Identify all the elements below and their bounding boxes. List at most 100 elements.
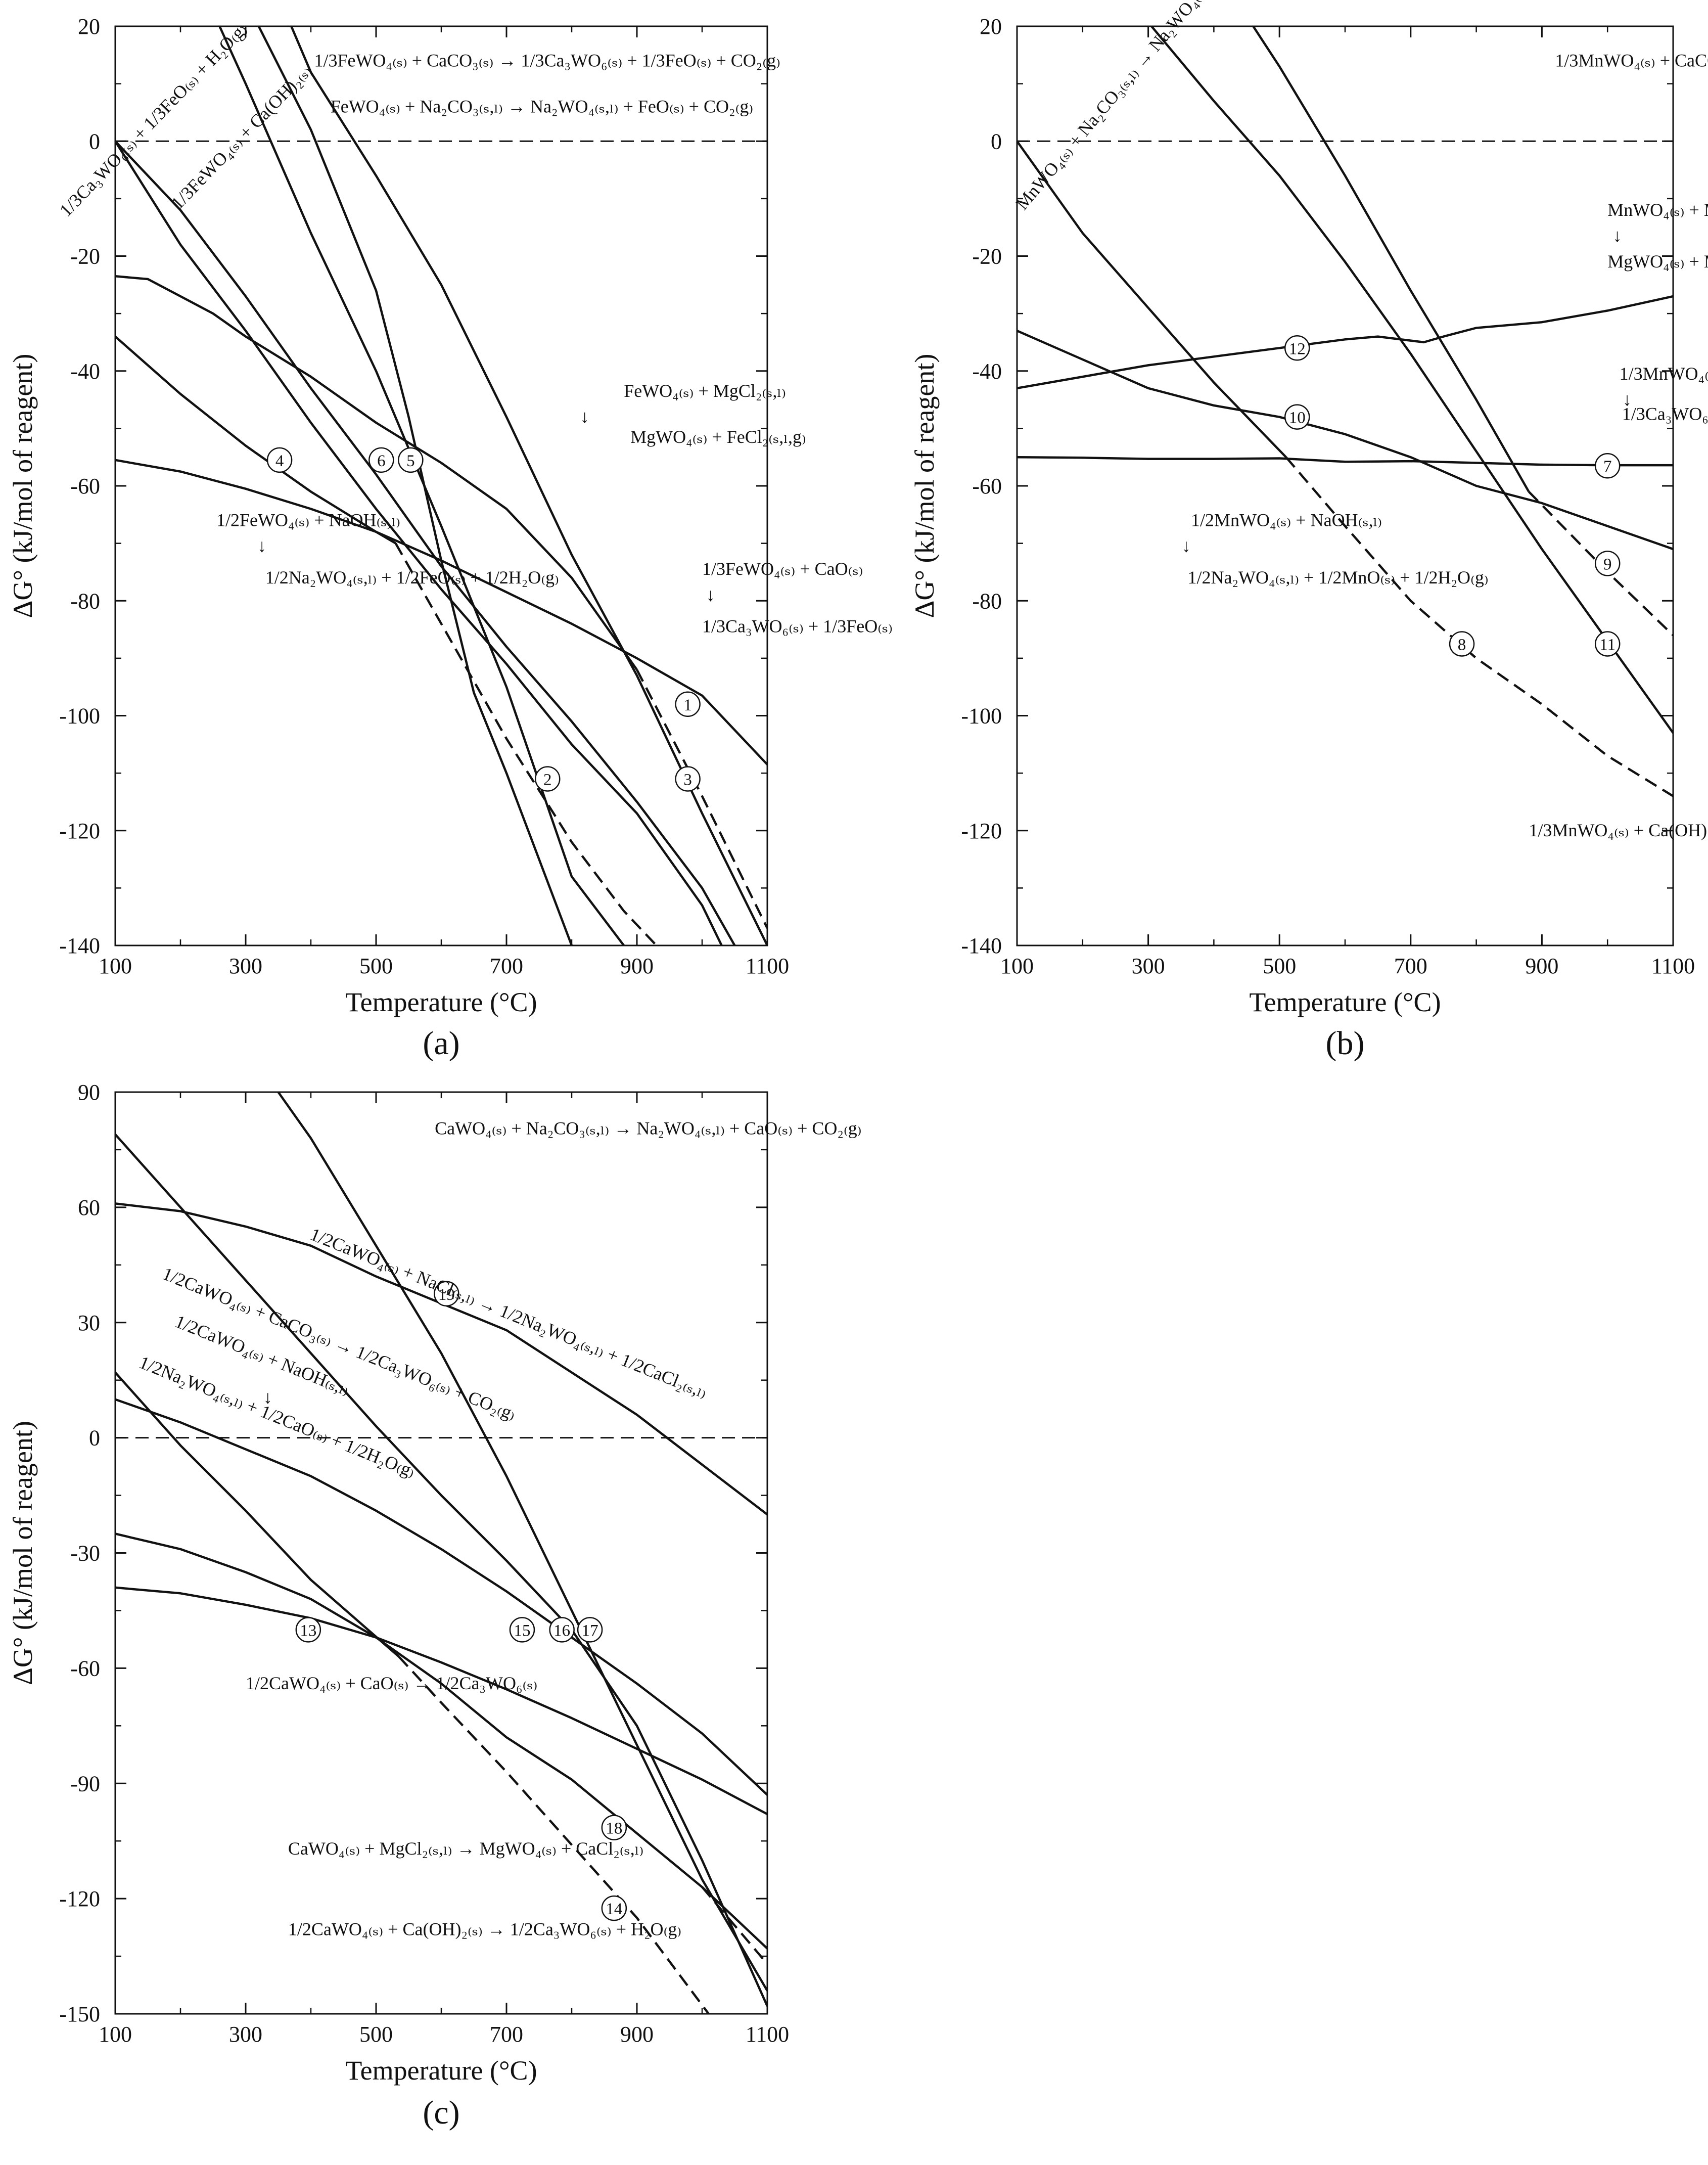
- reaction-annotation-c: 1/2CaWO₄₍ₛ₎ + Ca(OH)₂₍ₛ₎ → 1/2Ca₃WO₆₍ₛ₎ …: [288, 1919, 681, 1939]
- x-tick-label: 100: [99, 2022, 132, 2047]
- curve-marker-label: 14: [606, 1900, 622, 1918]
- series-line-a-3: [115, 275, 638, 670]
- curve-marker-label: 6: [377, 452, 386, 470]
- x-tick-label: 100: [1000, 954, 1034, 978]
- y-tick-label: -80: [972, 589, 1002, 613]
- y-tick-label: -150: [59, 2002, 100, 2026]
- reaction-annotation-a: ↓: [580, 407, 589, 427]
- reaction-annotation-b: MnWO₄₍ₛ₎ + MgCl₂₍ₛ,ₗ₎: [1607, 200, 1708, 220]
- series-line-b-12: [1017, 295, 1673, 390]
- curve-marker-label: 5: [406, 452, 415, 470]
- reaction-annotation-a: MgWO₄₍ₛ₎ + FeCl₂₍ₛ,ₗ,g₎: [630, 427, 806, 447]
- panel-label-a: (a): [423, 1025, 459, 1062]
- curve-marker-label: 17: [582, 1621, 598, 1640]
- y-axis-title-a: ΔG° (kJ/mol of reagent): [8, 354, 38, 618]
- reaction-annotation-b: ↓: [1182, 536, 1191, 556]
- reaction-annotation-a: 1/2Na₂WO₄₍ₛ,ₗ₎ + 1/2FeO₍ₛ₎ + 1/2H₂O₍g₎: [265, 567, 559, 588]
- reaction-annotation-b: ↓: [1613, 225, 1622, 246]
- x-tick-label: 700: [490, 2022, 523, 2047]
- reaction-annotation-a: FeWO₄₍ₛ₎ + MgCl₂₍ₛ,ₗ₎: [624, 381, 786, 401]
- x-tick-label: 900: [1525, 954, 1558, 978]
- series-line-a-4: [115, 140, 736, 945]
- reaction-annotation-b: 1/3MnWO₄₍ₛ₎ + CaO₍ₛ₎: [1620, 364, 1708, 384]
- reaction-label-rotated-c: 1/2CaWO₄₍ₛ₎ + NaCl₍ₛ,ₗ₎ → 1/2Na₂WO₄₍ₛ,ₗ₎…: [307, 1224, 710, 1403]
- y-tick-label: -140: [59, 933, 100, 958]
- reaction-annotation-c: CaWO₄₍ₛ₎ + MgCl₂₍ₛ,ₗ₎ → MgWO₄₍ₛ₎ + CaCl₂…: [288, 1838, 644, 1859]
- series-line-b-8-dashed: [1285, 456, 1673, 797]
- series-line-c-13: [115, 1586, 767, 1815]
- series-line-b-11: [1150, 26, 1673, 734]
- series-line-a-5: [290, 26, 767, 945]
- reaction-annotation-c: 1/2CaWO₄₍ₛ₎ + CaO₍ₛ₎ → 1/2Ca₃WO₆₍ₛ₎: [246, 1673, 537, 1693]
- y-tick-label: 0: [89, 1426, 100, 1451]
- series-line-c-14-dashed: [398, 1656, 710, 2014]
- curve-marker-c-19: [434, 1281, 459, 1307]
- reaction-annotation-b: 1/3MnWO₄₍ₛ₎ + Ca(OH)₂₍ₛ₎ → 1/3Ca₃WO₆₍ₛ₎ …: [1529, 820, 1708, 840]
- x-tick-label: 1100: [746, 954, 789, 978]
- curve-marker-label: 12: [1289, 340, 1306, 358]
- reaction-annotation-a: FeWO₄₍ₛ₎ + Na₂CO₃₍ₛ,ₗ₎ → Na₂WO₄₍ₛ,ₗ₎ + F…: [331, 96, 754, 116]
- y-tick-label: -80: [70, 589, 100, 613]
- y-tick-label: -120: [59, 1886, 100, 1911]
- y-tick-label: -100: [59, 704, 100, 729]
- curve-marker-label: 3: [683, 771, 692, 789]
- curve-marker-a-6: [368, 447, 394, 473]
- curve-marker-a-3: [675, 766, 701, 792]
- y-tick-label: 0: [991, 129, 1002, 154]
- x-tick-label: 500: [359, 954, 393, 978]
- reaction-annotation-b: 1/3Ca₃WO₆₍ₛ₎ + 1/3MnO₍ₛ₎: [1622, 403, 1708, 424]
- reaction-label-rotated-c: ↓: [263, 1387, 272, 1407]
- y-tick-label: -120: [961, 819, 1002, 843]
- reaction-annotation-b: 1/2MnWO₄₍ₛ₎ + NaOH₍ₛ,ₗ₎: [1191, 510, 1382, 530]
- curve-marker-label: 8: [1458, 636, 1466, 654]
- curve-marker-a-2: [535, 766, 561, 792]
- y-tick-label: -60: [972, 474, 1002, 499]
- y-tick-label: -120: [59, 819, 100, 843]
- y-tick-label: -20: [972, 244, 1002, 269]
- y-tick-label: 60: [78, 1195, 100, 1220]
- x-tick-label: 900: [620, 2022, 654, 2047]
- curve-marker-label: 18: [606, 1820, 622, 1838]
- curve-marker-b-9: [1594, 551, 1621, 576]
- reaction-annotation-b: 1/2Na₂WO₄₍ₛ,ₗ₎ + 1/2MnO₍ₛ₎ + 1/2H₂O₍g₎: [1187, 567, 1488, 588]
- reaction-annotation-a: ↓: [706, 584, 715, 605]
- reaction-annotation-a: 1/2FeWO₄₍ₛ₎ + NaOH₍ₛ,ₗ₎: [216, 510, 400, 530]
- curve-marker-b-7: [1594, 453, 1621, 479]
- curve-marker-label: 4: [275, 452, 284, 470]
- curve-marker-a-5: [398, 447, 424, 473]
- y-tick-label: 20: [980, 14, 1002, 39]
- curve-marker-c-15: [509, 1617, 535, 1643]
- series-line-c-18: [115, 1532, 767, 1950]
- curve-marker-b-12: [1284, 335, 1310, 361]
- reaction-annotation-a: 1/3FeWO₄₍ₛ₎ + CaO₍ₛ₎: [702, 559, 863, 579]
- reaction-annotation-a: 1/3FeWO₄₍ₛ₎ + CaCO₃₍ₛ₎ → 1/3Ca₃WO₆₍ₛ₎ + …: [314, 51, 780, 71]
- x-tick-label: 700: [490, 954, 523, 978]
- curve-marker-c-16: [549, 1617, 575, 1643]
- y-tick-label: -40: [70, 359, 100, 384]
- plot-frame-b: [1016, 25, 1674, 946]
- x-tick-label: 300: [229, 954, 262, 978]
- series-line-c-19: [115, 1202, 767, 1516]
- series-line-c-14: [115, 1372, 400, 1658]
- curve-marker-label: 1: [683, 696, 692, 714]
- plot-frame-c: [114, 1091, 768, 2015]
- curve-marker-label: 16: [553, 1621, 570, 1640]
- curve-marker-a-1: [675, 691, 701, 717]
- series-line-c-15: [115, 1398, 767, 1796]
- y-tick-label: -30: [70, 1541, 100, 1566]
- curve-marker-a-4: [266, 447, 293, 473]
- curve-marker-c-13: [295, 1617, 321, 1643]
- series-line-b-9: [1252, 26, 1530, 492]
- series-line-c-17: [277, 1092, 767, 1992]
- x-tick-label: 1100: [746, 2022, 789, 2047]
- curve-marker-label: 11: [1599, 636, 1615, 654]
- reaction-annotation-b: 1/3MnWO₄₍ₛ₎ + CaCO₃₍ₛ₎ → 1/3Ca₃WO₆₍ₛ₎ + …: [1555, 51, 1708, 71]
- x-tick-label: 500: [359, 2022, 393, 2047]
- x-axis-title-a: Temperature (°C): [345, 987, 537, 1017]
- curve-marker-c-18: [601, 1815, 627, 1840]
- curve-marker-c-14: [601, 1895, 627, 1921]
- panel-label-c: (c): [423, 2094, 459, 2131]
- series-line-a-7: [115, 141, 723, 945]
- x-axis-title-b: Temperature (°C): [1249, 987, 1441, 1017]
